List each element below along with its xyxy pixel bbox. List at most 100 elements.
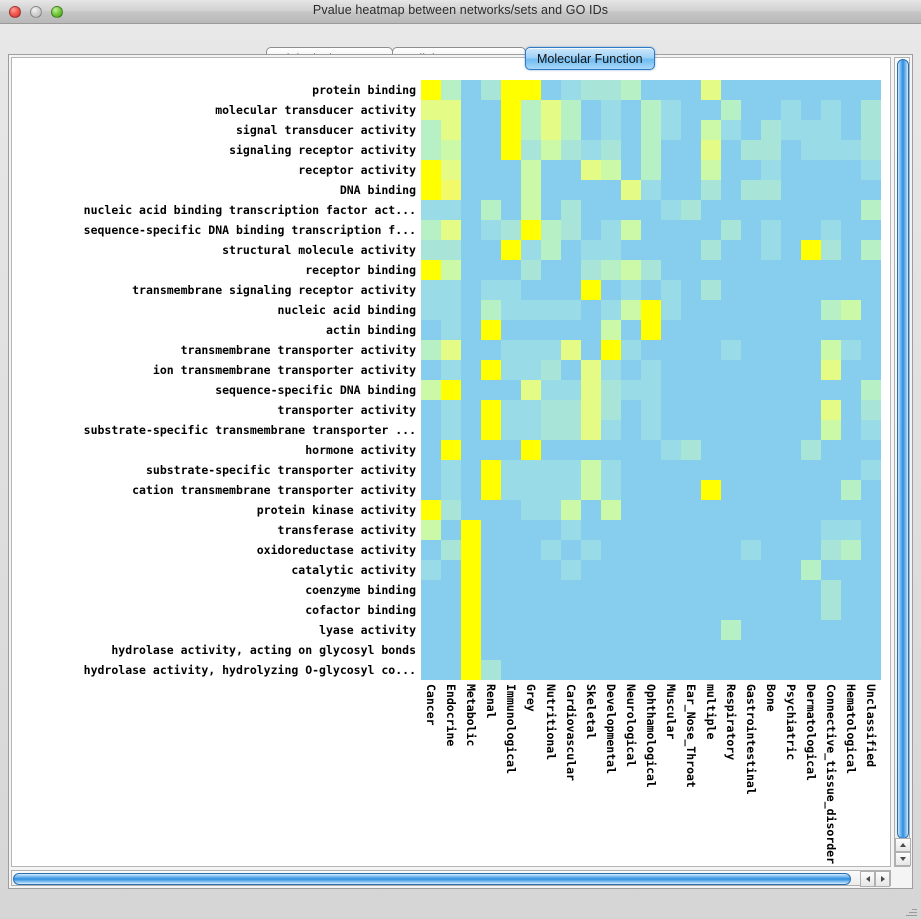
heatmap-cell[interactable] [801, 460, 821, 480]
heatmap-cell[interactable] [521, 220, 541, 240]
heatmap-cell[interactable] [861, 300, 881, 320]
heatmap-cell[interactable] [441, 160, 461, 180]
heatmap-cell[interactable] [681, 520, 701, 540]
heatmap-cell[interactable] [621, 620, 641, 640]
heatmap-cell[interactable] [441, 580, 461, 600]
heatmap-cell[interactable] [761, 320, 781, 340]
heatmap-cell[interactable] [681, 660, 701, 680]
heatmap-cell[interactable] [661, 480, 681, 500]
heatmap-cell[interactable] [681, 120, 701, 140]
heatmap-cell[interactable] [461, 380, 481, 400]
heatmap-cell[interactable] [781, 640, 801, 660]
heatmap-cell[interactable] [561, 320, 581, 340]
heatmap-cell[interactable] [441, 260, 461, 280]
heatmap-cell[interactable] [861, 360, 881, 380]
heatmap-cell[interactable] [441, 440, 461, 460]
heatmap-cell[interactable] [701, 500, 721, 520]
heatmap-cell[interactable] [621, 280, 641, 300]
heatmap-cell[interactable] [521, 280, 541, 300]
heatmap-cell[interactable] [621, 200, 641, 220]
heatmap-cell[interactable] [761, 200, 781, 220]
heatmap-cell[interactable] [521, 80, 541, 100]
heatmap-cell[interactable] [521, 420, 541, 440]
heatmap-cell[interactable] [601, 540, 621, 560]
heatmap-cell[interactable] [501, 580, 521, 600]
heatmap-cell[interactable] [741, 380, 761, 400]
horizontal-scrollbar-thumb[interactable] [13, 873, 851, 885]
heatmap-cell[interactable] [701, 320, 721, 340]
heatmap-cell[interactable] [821, 500, 841, 520]
heatmap-cell[interactable] [841, 420, 861, 440]
heatmap-cell[interactable] [421, 580, 441, 600]
heatmap-cell[interactable] [801, 280, 821, 300]
heatmap-cell[interactable] [541, 200, 561, 220]
heatmap-cell[interactable] [601, 340, 621, 360]
heatmap-cell[interactable] [641, 340, 661, 360]
heatmap-cell[interactable] [741, 300, 761, 320]
heatmap-cell[interactable] [821, 360, 841, 380]
heatmap-cell[interactable] [461, 240, 481, 260]
heatmap-cell[interactable] [421, 600, 441, 620]
heatmap-cell[interactable] [821, 520, 841, 540]
heatmap-cell[interactable] [461, 640, 481, 660]
heatmap-cell[interactable] [641, 300, 661, 320]
heatmap-cell[interactable] [721, 200, 741, 220]
heatmap-cell[interactable] [521, 300, 541, 320]
heatmap-cell[interactable] [821, 600, 841, 620]
heatmap-cell[interactable] [721, 620, 741, 640]
heatmap-cell[interactable] [621, 500, 641, 520]
heatmap-cell[interactable] [501, 620, 521, 640]
heatmap-cell[interactable] [701, 660, 721, 680]
heatmap-cell[interactable] [841, 260, 861, 280]
heatmap-cell[interactable] [821, 580, 841, 600]
heatmap-cell[interactable] [621, 260, 641, 280]
heatmap-cell[interactable] [741, 320, 761, 340]
heatmap-cell[interactable] [861, 440, 881, 460]
heatmap-cell[interactable] [581, 640, 601, 660]
heatmap-cell[interactable] [661, 160, 681, 180]
heatmap-cell[interactable] [661, 280, 681, 300]
heatmap-cell[interactable] [521, 520, 541, 540]
heatmap-cell[interactable] [481, 640, 501, 660]
heatmap-cell[interactable] [701, 460, 721, 480]
heatmap-cell[interactable] [441, 380, 461, 400]
heatmap-cell[interactable] [621, 100, 641, 120]
heatmap-cell[interactable] [581, 460, 601, 480]
heatmap-cell[interactable] [781, 580, 801, 600]
heatmap-cell[interactable] [701, 440, 721, 460]
heatmap-cell[interactable] [681, 640, 701, 660]
heatmap-cell[interactable] [461, 500, 481, 520]
heatmap-cell[interactable] [821, 260, 841, 280]
heatmap-cell[interactable] [761, 500, 781, 520]
heatmap-cell[interactable] [501, 540, 521, 560]
heatmap-cell[interactable] [501, 480, 521, 500]
heatmap-cell[interactable] [761, 260, 781, 280]
scroll-right-button[interactable] [875, 871, 890, 887]
heatmap-cell[interactable] [681, 320, 701, 340]
heatmap-cell[interactable] [741, 200, 761, 220]
heatmap-cell[interactable] [701, 120, 721, 140]
heatmap-cell[interactable] [601, 200, 621, 220]
heatmap-cell[interactable] [501, 520, 521, 540]
heatmap-cell[interactable] [541, 240, 561, 260]
heatmap-cell[interactable] [701, 140, 721, 160]
heatmap-cell[interactable] [841, 580, 861, 600]
heatmap-cell[interactable] [841, 300, 861, 320]
heatmap-cell[interactable] [541, 600, 561, 620]
heatmap-cell[interactable] [621, 540, 641, 560]
heatmap-cell[interactable] [481, 360, 501, 380]
heatmap-cell[interactable] [661, 380, 681, 400]
heatmap-cell[interactable] [821, 120, 841, 140]
heatmap-cell[interactable] [661, 640, 681, 660]
heatmap-cell[interactable] [461, 260, 481, 280]
heatmap-cell[interactable] [421, 200, 441, 220]
heatmap-cell[interactable] [741, 140, 761, 160]
heatmap-cell[interactable] [821, 340, 841, 360]
heatmap-cell[interactable] [661, 580, 681, 600]
heatmap-cell[interactable] [761, 580, 781, 600]
heatmap-cell[interactable] [801, 400, 821, 420]
heatmap-cell[interactable] [801, 120, 821, 140]
heatmap-cell[interactable] [601, 140, 621, 160]
heatmap-cell[interactable] [421, 140, 441, 160]
heatmap-cell[interactable] [681, 540, 701, 560]
